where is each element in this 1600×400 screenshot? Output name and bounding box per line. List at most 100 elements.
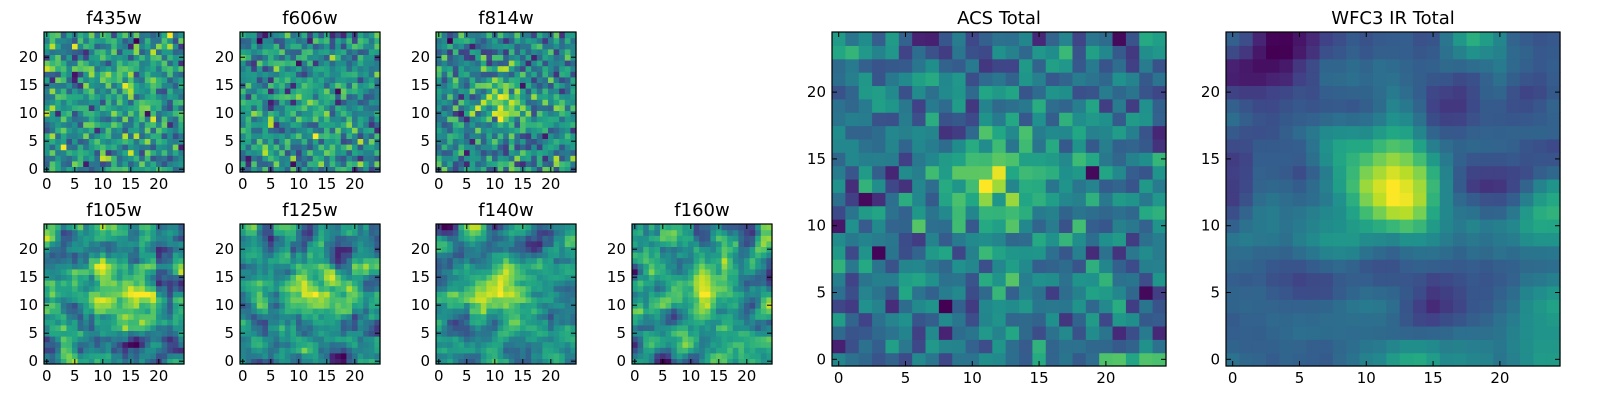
heatmap-cell — [486, 32, 493, 39]
heatmap-cell — [368, 116, 375, 123]
heatmap-cell — [486, 48, 493, 55]
heatmap-cell — [671, 224, 678, 231]
heatmap-cell — [94, 48, 101, 55]
heatmap-cell — [122, 313, 129, 320]
heatmap-cell — [172, 263, 179, 270]
heatmap-cell — [301, 285, 308, 292]
heatmap-cell — [83, 43, 90, 50]
heatmap-cell — [335, 252, 342, 259]
heatmap-cell — [329, 160, 336, 167]
heatmap-cell — [475, 121, 482, 128]
heatmap-cell — [346, 144, 353, 151]
heatmap-cell — [536, 93, 543, 100]
heatmap-cell — [374, 132, 381, 139]
heatmap-cell — [749, 229, 756, 236]
heatmap-cell — [531, 65, 538, 72]
heatmap-cell — [122, 224, 129, 231]
heatmap-cell — [716, 268, 723, 275]
heatmap-cell — [357, 127, 364, 134]
heatmap-cell — [273, 324, 280, 331]
heatmap-cell — [965, 245, 980, 260]
heatmap-cell — [172, 166, 179, 173]
heatmap-cell — [144, 263, 151, 270]
heatmap-cell — [464, 330, 471, 337]
heatmap-cell — [503, 257, 510, 264]
heatmap-cell — [116, 347, 123, 354]
heatmap-cell — [340, 144, 347, 151]
heatmap-cell — [100, 296, 107, 303]
heatmap-cell — [548, 43, 555, 50]
heatmap-cell — [564, 149, 571, 156]
heatmap-cell — [251, 347, 258, 354]
heatmap-cell — [452, 71, 459, 78]
heatmap-cell — [441, 268, 448, 275]
heatmap-cell — [312, 257, 319, 264]
heatmap-cell — [335, 274, 342, 281]
heatmap-cell — [49, 352, 56, 359]
heatmap-cell — [952, 232, 967, 247]
heatmap-cell — [912, 259, 927, 274]
heatmap-cell — [436, 352, 443, 359]
heatmap-cell — [553, 116, 560, 123]
heatmap-cell — [497, 235, 504, 242]
heatmap-cell — [542, 110, 549, 117]
heatmap-cell — [284, 93, 291, 100]
heatmap-cell — [116, 285, 123, 292]
heatmap-cell — [307, 76, 314, 83]
heatmap-cell — [363, 82, 370, 89]
heatmap-cell — [452, 155, 459, 162]
heatmap-cell — [458, 313, 465, 320]
heatmap-cell — [436, 280, 443, 287]
axes-frame — [435, 223, 577, 365]
heatmap-cell — [564, 330, 571, 337]
heatmap-cell — [497, 324, 504, 331]
heatmap-cell — [172, 347, 179, 354]
heatmap-cell — [475, 82, 482, 89]
heatmap-cell — [368, 246, 375, 253]
heatmap-cell — [1005, 285, 1020, 300]
heatmap-cell — [357, 37, 364, 44]
heatmap-cell — [469, 110, 476, 117]
heatmap-cell — [682, 324, 689, 331]
heatmap-cell — [564, 71, 571, 78]
heatmap-cell — [161, 330, 168, 337]
heatmap-cell — [290, 257, 297, 264]
heatmap-cell — [172, 88, 179, 95]
heatmap-cell — [72, 132, 79, 139]
heatmap-cell — [66, 319, 73, 326]
heatmap-cell — [699, 274, 706, 281]
heatmap-cell — [296, 274, 303, 281]
heatmap-cell — [520, 116, 527, 123]
heatmap-cell — [1112, 299, 1127, 314]
heatmap-cell — [553, 54, 560, 61]
heatmap-cell — [525, 274, 532, 281]
heatmap-cell — [100, 155, 107, 162]
heatmap-cell — [251, 110, 258, 117]
heatmap-cell — [88, 291, 95, 298]
heatmap-cell — [172, 82, 179, 89]
heatmap-cell — [548, 93, 555, 100]
heatmap-cell — [100, 43, 107, 50]
heatmap-cell — [531, 224, 538, 231]
heatmap-cell — [452, 263, 459, 270]
heatmap-cell — [329, 48, 336, 55]
heatmap-cell — [503, 37, 510, 44]
heatmap-cell — [296, 252, 303, 259]
heatmap-cell — [172, 60, 179, 67]
heatmap-cell — [480, 160, 487, 167]
heatmap-cell — [710, 330, 717, 337]
heatmap-cell — [480, 65, 487, 72]
heatmap-cell — [172, 144, 179, 151]
heatmap-cell — [312, 104, 319, 111]
heatmap-cell — [268, 235, 275, 242]
heatmap-cell — [128, 268, 135, 275]
heatmap-cell — [240, 160, 247, 167]
panel-title: f160w — [674, 200, 729, 221]
heatmap-cell — [978, 325, 993, 340]
heatmap-cell — [105, 132, 112, 139]
heatmap-cell — [1099, 339, 1114, 354]
heatmap-cell — [374, 257, 381, 264]
heatmap-cell — [251, 263, 258, 270]
heatmap-cell — [66, 132, 73, 139]
